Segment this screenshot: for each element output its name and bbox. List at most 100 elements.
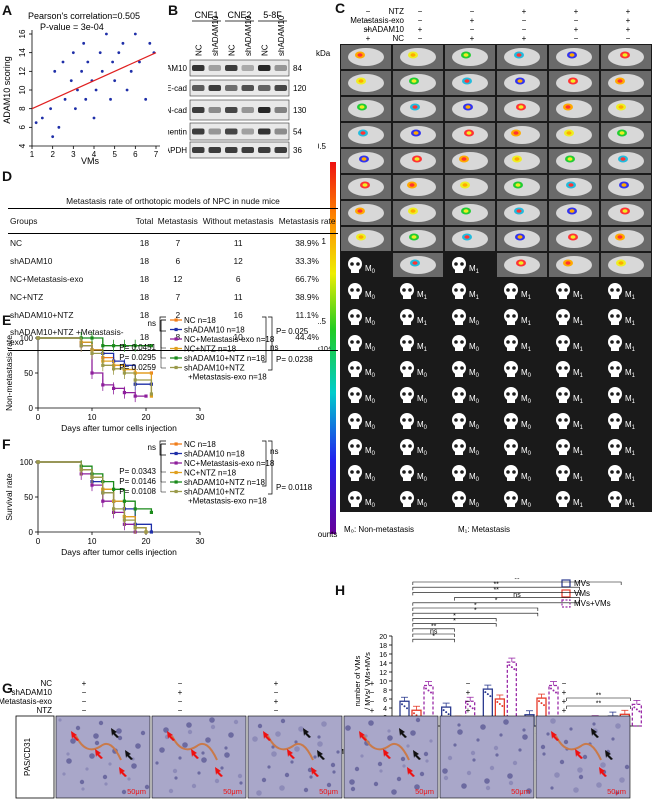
significance-bracket	[160, 443, 166, 493]
skull-label: M0	[469, 498, 480, 509]
skull-eye	[558, 392, 562, 396]
skull-jaw	[507, 346, 515, 351]
cell-nucleus	[332, 770, 336, 774]
histology-image	[55, 715, 151, 799]
skull-eye	[402, 366, 406, 370]
skull-eye	[564, 470, 568, 474]
skull-icon	[400, 335, 414, 349]
data-point	[466, 703, 469, 706]
x-tick-label: 7	[154, 150, 159, 159]
cell-nucleus	[336, 750, 340, 754]
chart-a-ylabel: ADAM10 scoring	[2, 56, 12, 124]
bioluminescence-core	[617, 79, 623, 83]
skull-eye	[454, 470, 458, 474]
bioluminescence-core	[570, 235, 576, 239]
skull-icon	[556, 439, 570, 453]
cell-nucleus	[466, 770, 472, 776]
condition-sign: −	[366, 25, 371, 34]
cell-nucleus	[108, 762, 112, 766]
skull-icon	[348, 335, 362, 349]
skull-label: M0	[365, 342, 376, 353]
condition-sign: +	[574, 25, 579, 34]
skull-jaw	[507, 294, 515, 299]
bioluminescence-core	[569, 209, 575, 213]
cell-nucleus	[220, 766, 224, 770]
skull-eye	[454, 262, 458, 266]
red-arrow-icon	[359, 731, 367, 741]
legend-marker	[174, 480, 178, 484]
skull-label: M0	[417, 420, 428, 431]
cell-nucleus	[271, 751, 277, 757]
data-point	[445, 711, 448, 714]
skull-icon	[452, 309, 466, 323]
condition-sign: −	[470, 7, 475, 16]
skull-icon	[504, 335, 518, 349]
condition-sign: −	[466, 679, 471, 688]
condition-sign: +	[562, 697, 567, 706]
significance-label: **	[596, 693, 602, 700]
legend-m1: M₁: Metastasis	[458, 525, 510, 534]
significance-label: *	[453, 613, 456, 620]
cell-nucleus	[457, 723, 461, 727]
bioluminescence-core	[566, 131, 572, 135]
red-arrow-icon	[407, 767, 415, 777]
significance-bracket	[160, 319, 166, 349]
cell-nucleus	[480, 724, 486, 730]
table-cell: 16	[233, 310, 243, 320]
cell-nucleus	[592, 722, 596, 726]
skull-jaw	[507, 372, 515, 377]
bioluminescence-core	[362, 183, 368, 187]
skull-eye	[356, 366, 360, 370]
skull-label: M0	[469, 446, 480, 457]
vessel-structure	[555, 735, 602, 761]
condition-sign: +	[418, 25, 423, 34]
skull-jaw	[403, 450, 411, 455]
series-marker	[79, 344, 83, 348]
series-marker	[133, 344, 137, 348]
skull-icon	[452, 439, 466, 453]
blot-band	[274, 147, 287, 153]
skull-eye	[512, 444, 516, 448]
bioluminescence-core	[517, 79, 523, 83]
condition-sign: −	[418, 16, 423, 25]
bioluminescence-core	[515, 183, 521, 187]
cell-nucleus	[495, 753, 499, 757]
p-value-label: P= 0.0146	[119, 477, 156, 486]
skull-eye	[506, 496, 510, 500]
cell-nucleus	[197, 771, 201, 775]
skull-jaw	[455, 268, 463, 273]
condition-sign: −	[626, 34, 631, 43]
skull-icon	[348, 283, 362, 297]
mouse-body	[400, 178, 436, 196]
skull-icon	[556, 335, 570, 349]
table-cell: 6	[235, 274, 241, 284]
data-point	[486, 693, 489, 696]
skull-icon	[504, 283, 518, 297]
skull-jaw	[455, 294, 463, 299]
condition-sign: −	[522, 25, 527, 34]
cell-nucleus	[508, 780, 514, 786]
condition-sign: +	[562, 706, 567, 715]
cell-nucleus	[317, 741, 323, 747]
y-tick-label: 6	[18, 125, 27, 130]
skull-eye	[558, 288, 562, 292]
cell-nucleus	[615, 791, 619, 795]
significance-ns: ns	[270, 447, 278, 456]
skull-label: M1	[573, 342, 584, 353]
cell-nucleus	[526, 788, 532, 794]
cell-line-label: 5-8F	[263, 10, 282, 20]
cell-nucleus	[596, 782, 602, 788]
skull-eye	[610, 340, 614, 344]
blot-band	[274, 107, 287, 113]
legend-label: shADAM10+NTZ n=18	[184, 354, 265, 363]
condition-sign: −	[370, 697, 375, 706]
panel-b-western-blot: CNE1 CNE2 5-8F NC shADAM10 NC shADAM10 NC shADAM…	[155, 8, 335, 160]
skull-label: M0	[521, 472, 532, 483]
skull-jaw	[351, 268, 359, 273]
red-arrow-icon	[599, 767, 607, 777]
cell-nucleus	[81, 787, 85, 791]
scale-bar-label: 50μm	[319, 787, 338, 796]
legend-marker	[174, 442, 178, 446]
skull-eye	[558, 496, 562, 500]
condition-sign: −	[366, 16, 371, 25]
